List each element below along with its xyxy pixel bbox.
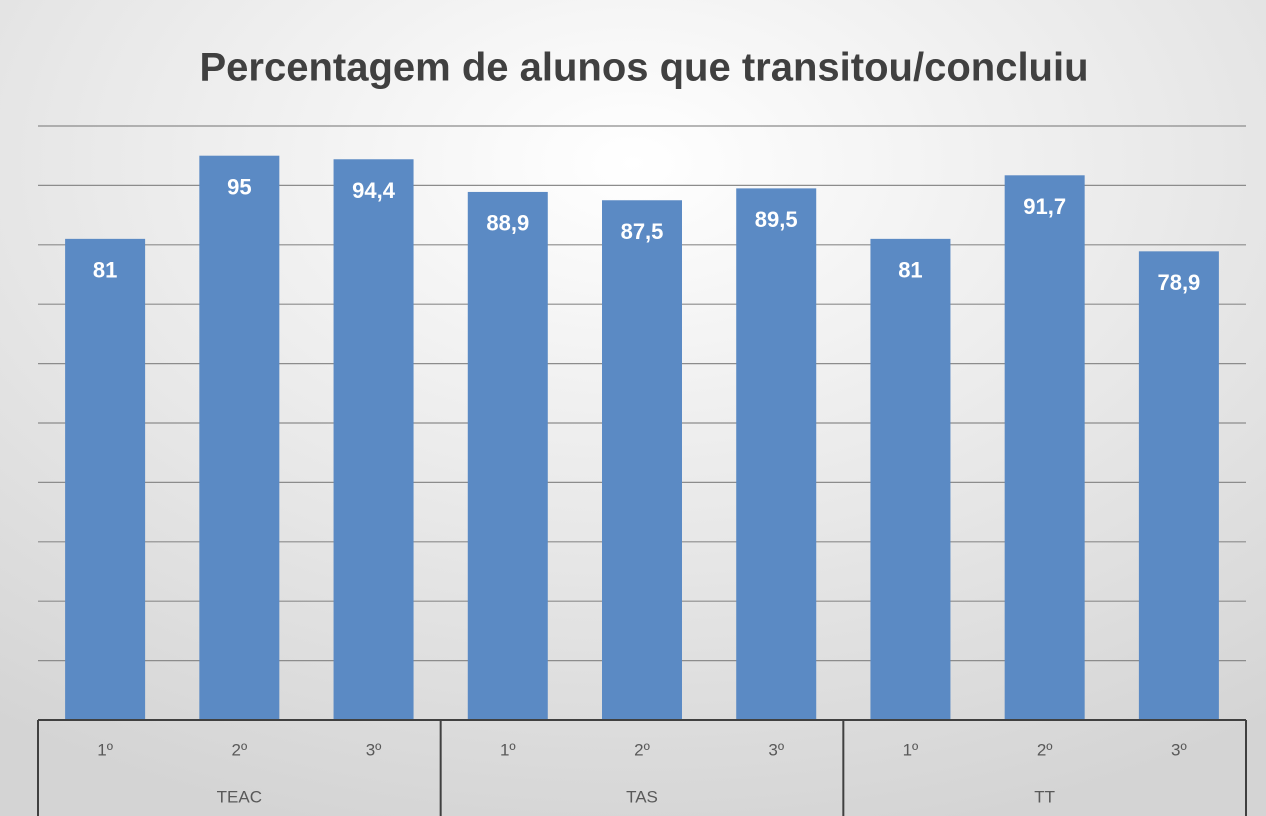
bar (870, 238, 951, 721)
x-tick-label: 2º (634, 740, 650, 759)
x-tick-label: 3º (768, 740, 784, 759)
x-tick-label: 3º (366, 740, 382, 759)
bar (1004, 175, 1085, 720)
chart-title: Percentagem de alunos que transitou/conc… (199, 46, 1088, 90)
bar (199, 155, 280, 720)
bar (736, 188, 817, 720)
data-label: 94,4 (352, 178, 396, 203)
x-tick-label: 1º (97, 740, 113, 759)
bar (1138, 251, 1219, 721)
data-label: 95 (227, 175, 251, 200)
data-label: 87,5 (621, 219, 664, 244)
group-label: TAS (626, 787, 658, 806)
bar (65, 238, 146, 721)
data-label: 78,9 (1157, 270, 1200, 295)
x-tick-label: 2º (1037, 740, 1053, 759)
data-label: 81 (93, 258, 117, 283)
data-label: 89,5 (755, 207, 798, 232)
group-label: TT (1034, 787, 1055, 806)
bar (602, 200, 682, 720)
data-label: 81 (898, 258, 922, 283)
data-label: 91,7 (1023, 194, 1066, 219)
x-tick-label: 1º (500, 740, 516, 759)
bar (333, 159, 414, 720)
x-tick-label: 1º (903, 740, 919, 759)
x-tick-label: 2º (231, 740, 247, 759)
data-label: 88,9 (486, 211, 529, 236)
bar (467, 191, 548, 720)
group-label: TEAC (217, 787, 262, 806)
x-tick-label: 3º (1171, 740, 1187, 759)
